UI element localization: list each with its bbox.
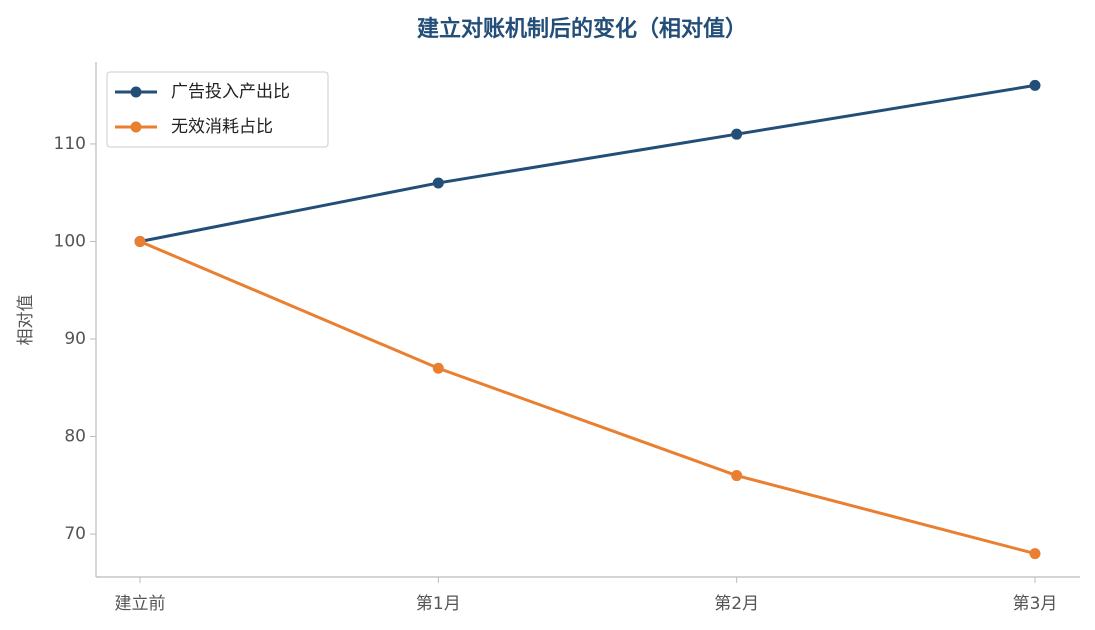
point [134,235,146,247]
y-tick-label: 110 [54,134,86,154]
point [432,362,444,374]
x-tick-label: 第2月 [714,594,759,614]
x-tick-label: 第1月 [416,594,461,614]
point [1029,79,1041,91]
point [731,470,743,482]
point [731,128,743,140]
x-tick-label: 第3月 [1013,594,1058,614]
point [432,177,444,189]
line [139,240,1036,556]
y-tick-label: 90 [64,329,86,349]
y-tick-label: 100 [54,231,86,251]
legend-marker [130,121,142,133]
legend-box [106,71,329,148]
y-axis-label: 相对值 [16,295,36,346]
legend-marker [130,86,142,98]
y-tick-label: 70 [64,524,86,544]
line [139,83,1036,243]
x-tick-label: 建立前 [115,594,166,614]
legend-label: 无效消耗占比 [171,117,273,137]
point [1029,548,1041,560]
y-tick-label: 80 [64,427,86,447]
chart-title: 建立对账机制后的变化（相对值） [417,16,747,42]
legend-label: 广告投入产出比 [171,82,290,102]
